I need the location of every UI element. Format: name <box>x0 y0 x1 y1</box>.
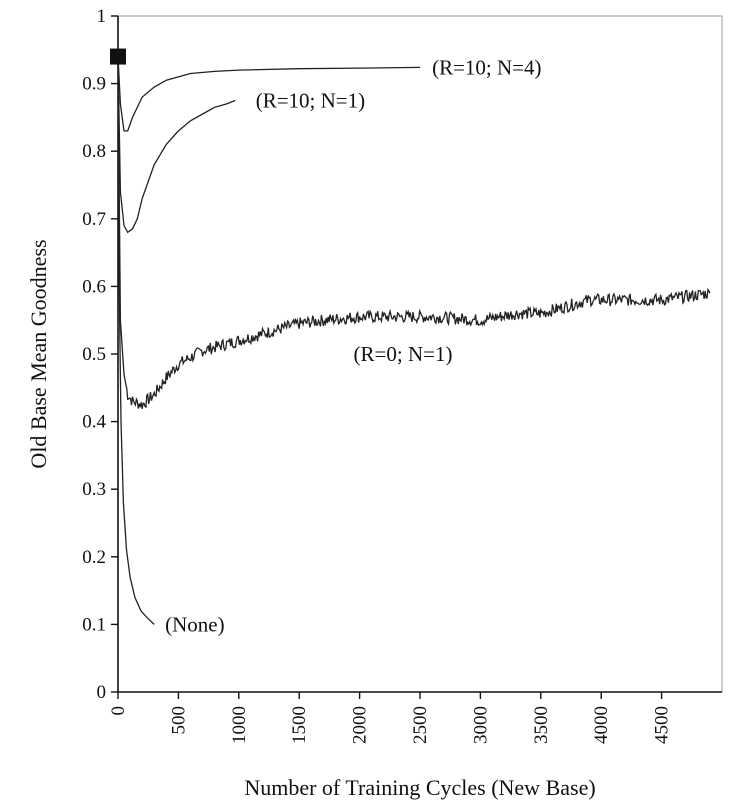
x-tick-label: 1500 <box>289 706 310 744</box>
series-lines <box>117 56 711 625</box>
y-tick-label: 0.1 <box>82 614 106 635</box>
start-marker <box>110 48 126 65</box>
series-label-0: (R=10; N=4) <box>432 55 541 79</box>
y-tick-label: 0.3 <box>82 479 106 500</box>
y-axis-title: Old Base Mean Goodness <box>26 239 51 468</box>
y-tick-label: 0.4 <box>82 412 106 433</box>
x-tick-label: 4000 <box>591 706 612 744</box>
x-tick-label: 3000 <box>470 706 491 744</box>
x-axis-title: Number of Training Cycles (New Base) <box>244 775 595 800</box>
y-tick-label: 0.6 <box>82 276 106 297</box>
y-tick-label: 1 <box>97 6 107 27</box>
series-labels: (R=10; N=4) (R=10; N=1) (R=0; N=1) (None) <box>165 55 541 636</box>
series-line-2 <box>117 56 711 410</box>
series-line-3 <box>117 56 155 625</box>
x-tick-label: 500 <box>168 706 189 735</box>
series-label-1: (R=10; N=1) <box>256 89 365 113</box>
series-label-3: (None) <box>165 612 224 636</box>
y-tick-label: 0 <box>97 682 107 703</box>
x-tick-label: 2500 <box>410 706 431 744</box>
y-tick-label: 0.9 <box>82 74 106 95</box>
y-tick-label: 0.8 <box>82 141 106 162</box>
series-line-0 <box>117 56 421 132</box>
x-axis-ticks: 0 500 1000 1500 2000 2500 3000 3500 4000 4500 <box>108 692 673 744</box>
y-tick-label: 0.2 <box>82 547 106 568</box>
markers <box>110 48 126 65</box>
series-line-1 <box>117 56 236 234</box>
y-axis-ticks: 0 0.1 0.2 0.3 0.4 0.5 0.6 0.7 0.8 0.9 1 <box>82 6 118 703</box>
series-label-2: (R=0; N=1) <box>354 342 453 366</box>
x-tick-label: 3500 <box>531 706 552 744</box>
x-tick-label: 4500 <box>652 706 673 744</box>
x-tick-label: 1000 <box>229 706 250 744</box>
y-tick-label: 0.7 <box>82 209 106 230</box>
x-tick-label: 0 <box>108 706 129 716</box>
y-tick-label: 0.5 <box>82 344 106 365</box>
x-tick-label: 2000 <box>350 706 371 744</box>
